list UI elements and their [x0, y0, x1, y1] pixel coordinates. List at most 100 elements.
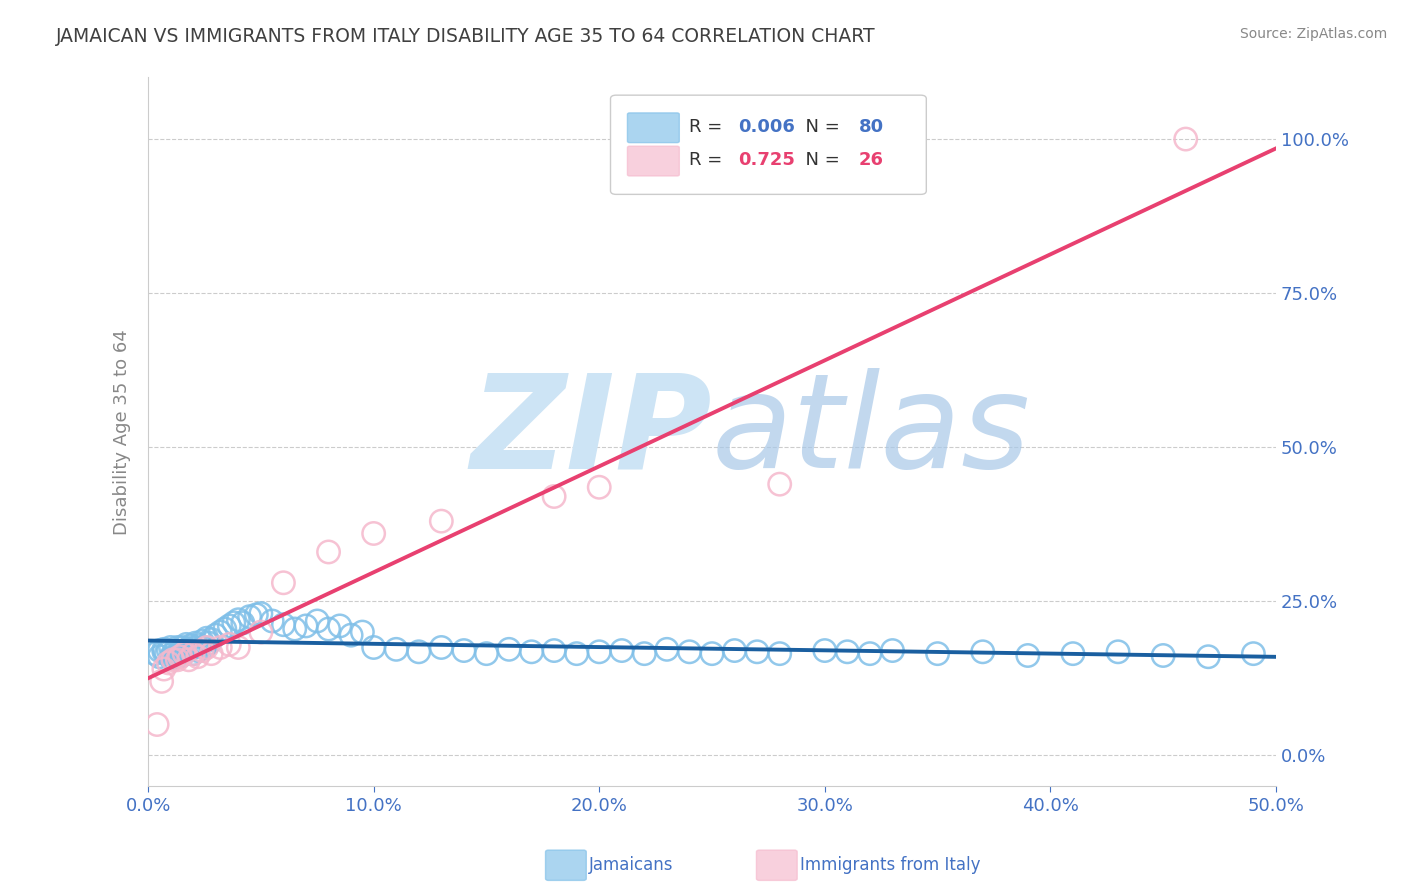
Point	[769, 647, 792, 661]
Point	[148, 649, 170, 664]
Point	[169, 645, 191, 659]
Point	[814, 643, 837, 657]
Point	[262, 614, 284, 628]
FancyBboxPatch shape	[610, 95, 927, 194]
Text: JAMAICAN VS IMMIGRANTS FROM ITALY DISABILITY AGE 35 TO 64 CORRELATION CHART: JAMAICAN VS IMMIGRANTS FROM ITALY DISABI…	[56, 27, 876, 45]
Point	[655, 642, 678, 657]
Point	[329, 619, 352, 633]
Point	[198, 636, 221, 650]
Point	[184, 636, 207, 650]
Point	[226, 640, 249, 655]
Point	[214, 622, 236, 636]
Point	[972, 645, 994, 659]
Point	[166, 653, 188, 667]
Point	[218, 619, 240, 633]
Point	[153, 645, 176, 659]
Point	[352, 625, 374, 640]
Point	[170, 640, 193, 655]
Point	[318, 622, 340, 636]
Point	[837, 645, 859, 659]
Text: atlas: atlas	[711, 368, 1031, 495]
Point	[1197, 649, 1219, 664]
Point	[408, 645, 430, 659]
Point	[200, 632, 222, 647]
Point	[700, 647, 723, 661]
Point	[155, 647, 177, 661]
Point	[176, 637, 198, 651]
Point	[385, 642, 408, 657]
Point	[1062, 647, 1084, 661]
Point	[239, 609, 262, 624]
Point	[295, 619, 318, 633]
Point	[153, 642, 176, 657]
Point	[157, 643, 180, 657]
Point	[678, 645, 700, 659]
Point	[1241, 647, 1264, 661]
Point	[232, 615, 254, 630]
Point	[610, 643, 633, 657]
Point	[430, 640, 453, 655]
Point	[588, 645, 610, 659]
Point	[543, 643, 565, 657]
Point	[165, 643, 187, 657]
Point	[170, 648, 193, 663]
Point	[209, 640, 232, 655]
Point	[633, 647, 655, 661]
Point	[882, 643, 904, 657]
Point	[157, 656, 180, 670]
Point	[769, 477, 792, 491]
Text: Source: ZipAtlas.com: Source: ZipAtlas.com	[1240, 27, 1388, 41]
Point	[162, 647, 184, 661]
Point	[150, 674, 173, 689]
Point	[209, 625, 232, 640]
Point	[146, 717, 169, 731]
Point	[927, 647, 949, 661]
Text: Immigrants from Italy: Immigrants from Italy	[800, 856, 980, 874]
Text: Jamaicans: Jamaicans	[589, 856, 673, 874]
Point	[859, 647, 882, 661]
Point	[475, 647, 498, 661]
Y-axis label: Disability Age 35 to 64: Disability Age 35 to 64	[114, 329, 131, 534]
Text: ZIP: ZIP	[471, 368, 711, 495]
Point	[143, 647, 166, 661]
Point	[169, 649, 191, 664]
Point	[195, 632, 218, 646]
Point	[181, 647, 204, 661]
Point	[162, 653, 184, 667]
FancyBboxPatch shape	[627, 146, 679, 176]
Point	[1107, 645, 1129, 659]
Point	[191, 634, 214, 648]
Point	[1174, 132, 1197, 146]
Point	[222, 615, 245, 630]
Point	[453, 643, 475, 657]
Point	[200, 647, 222, 661]
Point	[218, 637, 240, 651]
Point	[166, 640, 188, 655]
Point	[588, 480, 610, 494]
Point	[498, 642, 520, 657]
Point	[1017, 648, 1039, 663]
Point	[177, 653, 200, 667]
Point	[153, 662, 176, 676]
Text: 0.725: 0.725	[738, 152, 794, 169]
Point	[191, 643, 214, 657]
Point	[723, 643, 745, 657]
FancyBboxPatch shape	[627, 113, 679, 143]
Point	[307, 614, 329, 628]
Point	[188, 639, 211, 653]
Point	[195, 640, 218, 655]
Point	[173, 647, 195, 661]
Point	[173, 643, 195, 657]
Point	[177, 642, 200, 657]
Text: R =: R =	[689, 118, 728, 136]
Point	[363, 640, 385, 655]
Text: N =: N =	[794, 118, 846, 136]
Point	[159, 651, 181, 665]
Point	[273, 575, 295, 590]
Text: N =: N =	[794, 152, 846, 169]
Text: 80: 80	[859, 118, 884, 136]
Point	[318, 545, 340, 559]
Point	[520, 645, 543, 659]
Point	[226, 613, 249, 627]
Point	[148, 643, 170, 657]
